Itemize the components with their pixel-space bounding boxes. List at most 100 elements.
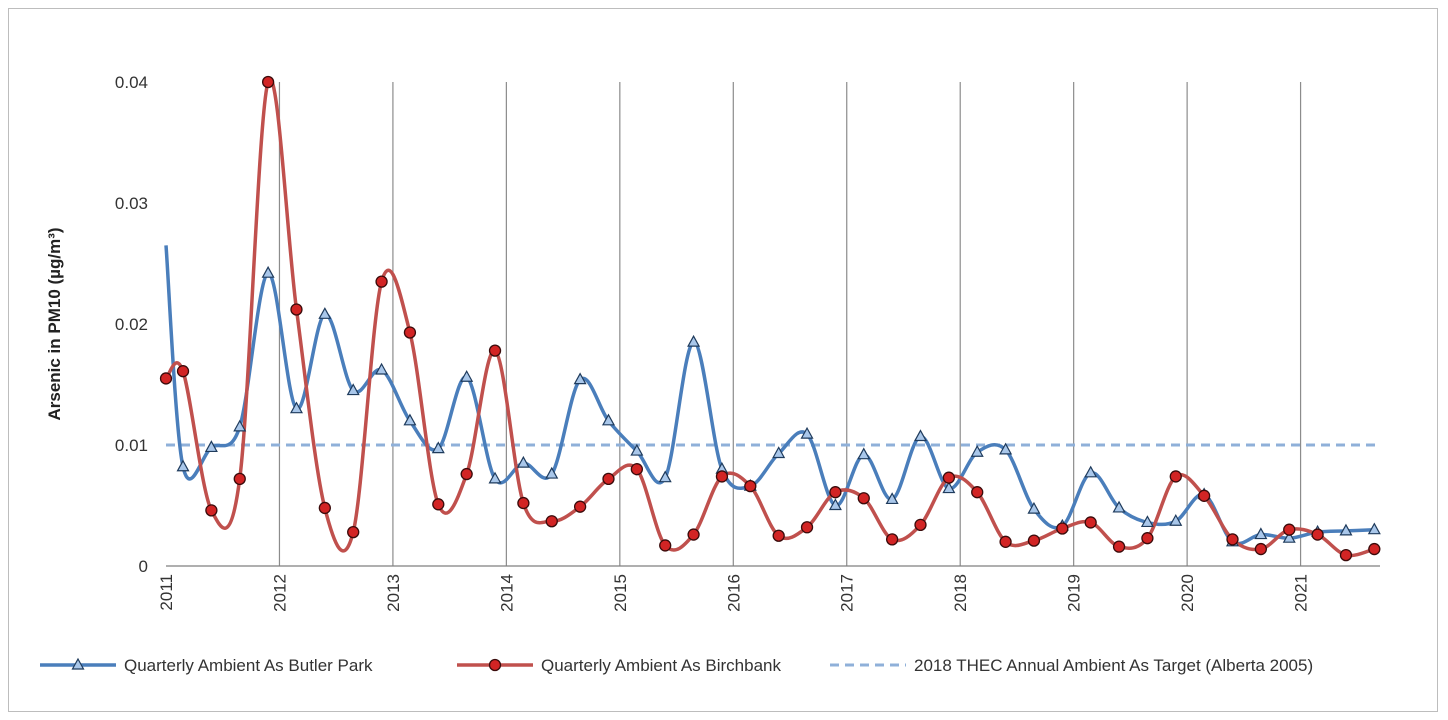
data-point-birchbank: [1197, 489, 1211, 502]
data-point-butler-park: [1339, 523, 1353, 536]
data-point-birchbank: [488, 344, 502, 357]
x-tick-label-2019: 2019: [1065, 574, 1084, 612]
data-point-birchbank: [1169, 470, 1182, 483]
data-point-birchbank: [1112, 540, 1126, 553]
data-point-birchbank: [829, 486, 842, 499]
data-point-birchbank: [159, 372, 173, 385]
series-line-birchbank: [164, 77, 1375, 558]
data-point-birchbank: [432, 498, 445, 511]
data-point-birchbank: [290, 303, 303, 316]
y-axis-label: Arsenic in PM10 (µg/m³): [45, 227, 64, 420]
data-point-butler-park: [942, 481, 956, 494]
x-tick-label-2015: 2015: [611, 574, 630, 612]
x-tick-label-2014: 2014: [497, 574, 516, 612]
data-point-butler-park: [913, 429, 928, 442]
data-point-butler-park: [828, 498, 842, 511]
data-point-butler-park: [1367, 522, 1381, 535]
data-point-birchbank: [914, 518, 927, 532]
data-point-butler-park: [318, 307, 332, 319]
x-tick-label-2020: 2020: [1178, 574, 1197, 612]
legend: Quarterly Ambient As Butler Park Quarterl…: [40, 656, 1313, 675]
data-point-butler-park: [1112, 500, 1126, 513]
data-point-birchbank: [1283, 523, 1296, 536]
data-point-butler-park: [516, 455, 530, 468]
data-point-birchbank: [1056, 522, 1069, 535]
data-point-butler-park: [261, 265, 275, 278]
legend-label: 2018 THEC Annual Ambient As Target (Albe…: [914, 656, 1313, 675]
data-point-butler-park: [687, 334, 701, 347]
data-point-butler-park: [488, 471, 502, 484]
data-point-birchbank: [460, 467, 473, 481]
data-point-birchbank: [857, 492, 870, 505]
data-point-birchbank: [659, 539, 672, 552]
data-point-butler-park: [1169, 513, 1183, 526]
data-point-birchbank: [971, 486, 984, 499]
y-tick-label-0.04: 0.04: [115, 73, 148, 92]
data-point-butler-park: [630, 443, 644, 456]
data-point-butler-park: [970, 445, 984, 457]
legend-item-target: 2018 THEC Annual Ambient As Target (Albe…: [830, 656, 1313, 675]
data-point-birchbank: [772, 529, 785, 542]
data-point-butler-park: [1027, 501, 1041, 514]
data-point-butler-park: [1084, 465, 1098, 478]
data-point-butler-park: [885, 492, 899, 505]
data-point-birchbank: [517, 496, 530, 510]
legend-label: Quarterly Ambient As Birchbank: [541, 656, 782, 675]
data-point-birchbank: [1339, 548, 1353, 562]
data-point-butler-park: [999, 442, 1013, 455]
data-point-butler-park: [1140, 515, 1154, 528]
data-point-birchbank: [800, 521, 814, 534]
y-tick-label-0.03: 0.03: [115, 194, 148, 213]
x-tick-label-2013: 2013: [384, 574, 403, 612]
data-point-birchbank: [744, 479, 757, 493]
x-tick-label-2016: 2016: [724, 574, 743, 612]
legend-marker-circle: [488, 658, 502, 672]
chart-frame: [8, 8, 1438, 712]
data-point-birchbank: [1368, 542, 1381, 556]
legend-marker-triangle: [71, 657, 85, 670]
data-point-birchbank: [1254, 542, 1268, 556]
data-point-butler-park: [658, 470, 672, 483]
data-point-birchbank: [375, 275, 388, 288]
data-point-birchbank: [233, 472, 246, 486]
data-point-birchbank: [261, 75, 275, 89]
y-tick-label-0.02: 0.02: [115, 315, 148, 334]
data-point-birchbank: [715, 470, 729, 483]
legend-item-butler-park: Quarterly Ambient As Butler Park: [40, 656, 373, 675]
series-layer: [159, 75, 1381, 562]
data-point-butler-park: [800, 426, 814, 439]
data-point-butler-park: [1282, 530, 1296, 543]
data-point-birchbank: [630, 463, 644, 476]
grid: [278, 82, 1302, 566]
data-point-birchbank: [885, 533, 899, 546]
legend-item-birchbank: Quarterly Ambient As Birchbank: [457, 656, 782, 675]
data-point-birchbank: [1141, 532, 1154, 545]
data-point-birchbank: [403, 326, 417, 339]
y-axis-ticks: 0 0.01 0.02 0.03 0.04: [115, 73, 148, 576]
data-point-birchbank: [318, 501, 331, 515]
x-tick-label-2017: 2017: [838, 574, 857, 612]
data-point-butler-park: [233, 419, 247, 432]
data-point-butler-park: [375, 362, 389, 375]
data-point-birchbank: [1311, 528, 1324, 541]
y-tick-label-0: 0: [139, 557, 148, 576]
data-point-birchbank: [573, 500, 587, 513]
data-point-butler-park: [176, 459, 190, 472]
data-point-birchbank: [942, 471, 956, 484]
data-point-butler-park: [403, 413, 417, 426]
x-tick-label-2021: 2021: [1292, 574, 1311, 612]
data-point-butler-park: [772, 446, 786, 459]
x-tick-label-2011: 2011: [157, 574, 176, 611]
data-point-birchbank: [1027, 534, 1041, 547]
data-point-birchbank: [545, 515, 558, 528]
data-point-butler-park: [857, 447, 871, 460]
data-point-birchbank: [602, 472, 615, 486]
data-point-butler-park: [289, 401, 303, 414]
data-point-birchbank: [176, 365, 190, 378]
data-point-birchbank: [347, 525, 360, 539]
data-point-birchbank: [1084, 516, 1097, 529]
data-point-butler-park: [1254, 527, 1268, 540]
data-point-butler-park: [601, 413, 616, 426]
x-axis-ticks: 2011 2012 2013 2014 2015 2016 2017 2018 2019 2020…: [157, 574, 1311, 612]
